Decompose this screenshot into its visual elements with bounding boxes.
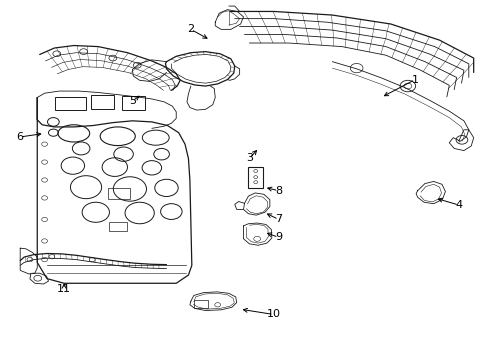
Text: 7: 7 — [275, 215, 282, 224]
Bar — [109, 222, 127, 231]
Text: 4: 4 — [454, 200, 462, 210]
Bar — [91, 95, 114, 109]
Text: 6: 6 — [17, 132, 23, 142]
Bar — [248, 167, 263, 188]
Text: 2: 2 — [187, 24, 194, 35]
Text: 10: 10 — [266, 310, 280, 319]
Bar — [194, 300, 207, 309]
Text: 8: 8 — [275, 186, 282, 196]
Bar — [122, 96, 145, 110]
Text: 1: 1 — [411, 75, 418, 85]
Bar — [108, 188, 130, 199]
Text: 11: 11 — [57, 284, 71, 294]
Bar — [55, 97, 85, 110]
Text: 3: 3 — [245, 153, 252, 163]
Text: 5: 5 — [128, 96, 136, 106]
Text: 9: 9 — [275, 232, 282, 242]
